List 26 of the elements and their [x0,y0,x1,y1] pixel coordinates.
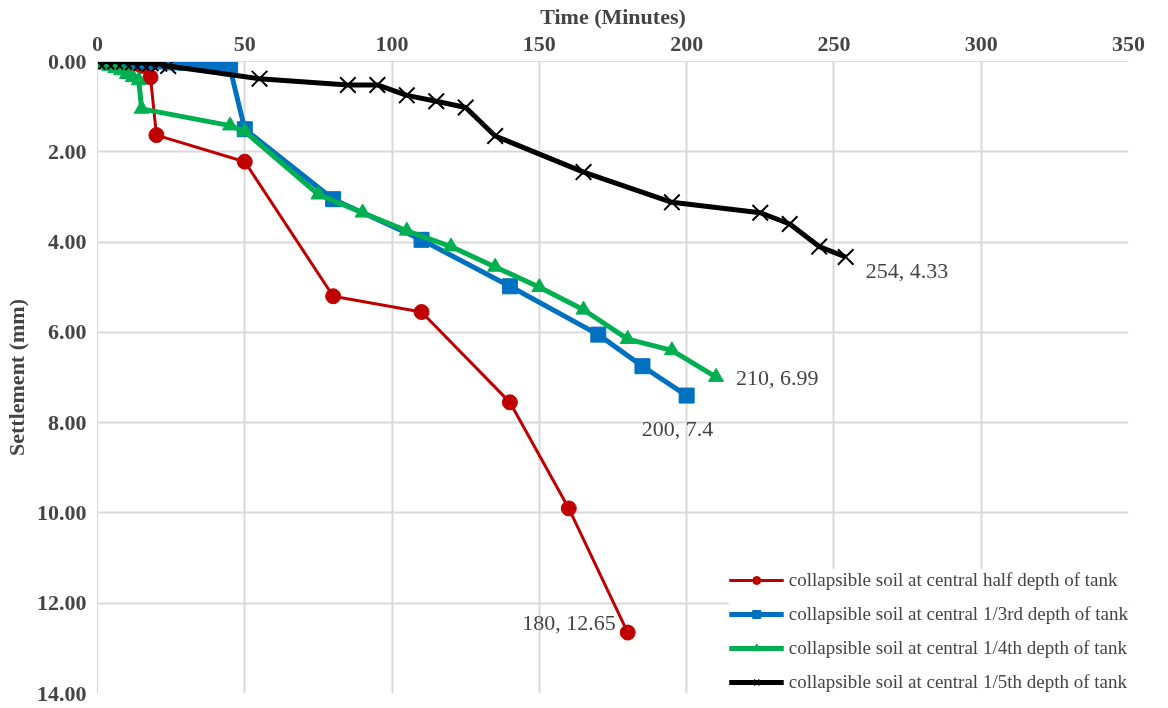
x-tick-label: 0 [92,30,103,56]
x-tick-label: 100 [375,30,409,56]
annotation: 200, 7.4 [641,415,714,441]
annotation: 254, 4.33 [865,258,949,284]
y-tick-label: 6.00 [48,319,87,345]
y-axis-title: Settlement (mm) [4,298,29,456]
legend-label: collapsible soil at central 1/4th depth of tank [788,637,1127,659]
y-tick-label: 14.00 [37,680,87,706]
x-tick-label: 50 [233,30,256,56]
y-tick-label: 4.00 [48,229,87,255]
y-tick-label: 2.00 [48,138,87,164]
x-axis-title: Time (Minutes) [540,3,686,29]
y-tick-label: 8.00 [48,409,87,435]
x-tick-label: 200 [670,30,704,56]
legend-label: collapsible soil at central 1/5th depth of tank [788,671,1127,693]
annotation: 180, 12.65 [522,610,616,636]
x-tick-label: 150 [522,30,556,56]
x-tick-label: 250 [817,30,851,56]
x-tick-label: 350 [1112,30,1145,56]
y-tick-label: 12.00 [37,590,87,616]
legend-label: collapsible soil at central half depth of tank [788,569,1118,591]
legend-label: collapsible soil at central 1/3rd depth of tank [788,603,1128,625]
y-tick-label: 10.00 [37,499,87,525]
y-tick-label: 0.00 [48,48,87,74]
x-tick-label: 300 [964,30,998,56]
annotation: 210, 6.99 [736,364,819,390]
